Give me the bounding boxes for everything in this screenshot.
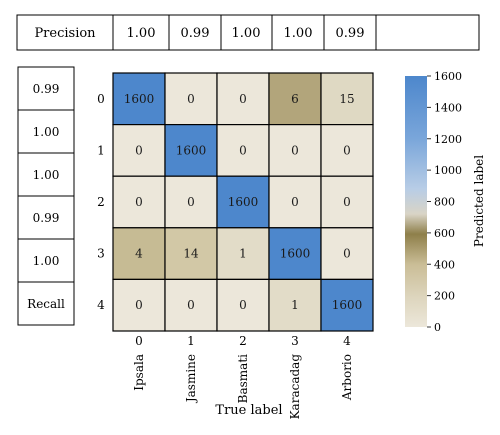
column-category-label: Arborio <box>340 354 354 401</box>
heatmap-cell-value: 4 <box>135 247 143 261</box>
precision-table: Precision 1.00 0.99 1.00 1.00 0.99 <box>16 14 480 51</box>
heatmap-cell <box>320 123 374 177</box>
heatmap-cell <box>268 123 322 177</box>
heatmap-cell <box>216 123 270 177</box>
colorbar-tick-label: 1400 <box>434 101 462 114</box>
heatmap-cell-value: 6 <box>291 92 299 106</box>
heatmap-cell-value: 1600 <box>332 298 363 312</box>
recall-value: 1.00 <box>33 125 60 139</box>
heatmap-cell-value: 1600 <box>228 195 259 209</box>
heatmap-cell-value: 0 <box>343 143 351 157</box>
heatmap-cell-value: 1600 <box>176 143 207 157</box>
column-category-label: Jasmine <box>184 354 198 404</box>
row-tick-labels: 0 1 2 3 4 <box>97 92 105 312</box>
x-axis-label: True label <box>215 403 282 418</box>
column-tick-labels: 0 1 2 3 4 <box>135 334 351 348</box>
heatmap-cell-value: 0 <box>135 298 143 312</box>
precision-label: Precision <box>34 26 96 41</box>
colorbar-ticks: 0 200 400 600 800 1000 1200 1400 1600 <box>427 70 462 334</box>
heatmap-cell <box>164 227 218 281</box>
row-tick-label: 3 <box>97 247 105 261</box>
heatmap-cell <box>216 278 270 332</box>
precision-value: 1.00 <box>232 26 261 41</box>
row-tick-label: 2 <box>97 195 105 209</box>
heatmap-value-labels: 1600 0 0 6 15 0 1600 0 0 0 0 0 1600 0 0 4 14 1 1600 0 0 0 0 1 16… <box>124 92 363 312</box>
heatmap-cell <box>268 227 322 281</box>
heatmap-cell <box>268 175 322 229</box>
heatmap-cell-value: 15 <box>339 92 354 106</box>
column-tick-label: 0 <box>135 334 143 348</box>
heatmap-cell-value: 14 <box>183 247 199 261</box>
recall-value: 0.99 <box>33 82 60 96</box>
heatmap-cell <box>320 72 374 126</box>
heatmap-cell-value: 1 <box>239 247 247 261</box>
heatmap-cell-value: 0 <box>239 143 247 157</box>
precision-value: 1.00 <box>284 26 313 41</box>
colorbar-tick-label: 1200 <box>434 133 462 146</box>
colorbar-gradient <box>405 76 427 327</box>
colorbar-tick-label: 600 <box>434 227 455 240</box>
heatmap-cell-value: 0 <box>135 143 143 157</box>
recall-table: 0.99 1.00 1.00 0.99 1.00 Recall <box>17 66 75 326</box>
recall-label: Recall <box>27 297 65 311</box>
heatmap-cell-value: 0 <box>291 195 299 209</box>
precision-value: 0.99 <box>181 26 210 41</box>
colorbar-tick-label: 0 <box>434 321 441 334</box>
heatmap-cell <box>268 72 322 126</box>
row-tick-label: 0 <box>97 92 105 106</box>
colorbar-tick-label: 200 <box>434 290 455 303</box>
colorbar: 0 200 400 600 800 1000 1200 1400 1600 Predicted … <box>405 70 486 334</box>
heatmap-cell-value: 1600 <box>124 92 155 106</box>
recall-value: 1.00 <box>33 254 60 268</box>
column-category-label: Basmati <box>236 354 250 403</box>
heatmap-cell-value: 1 <box>291 298 299 312</box>
heatmap-cell <box>216 227 270 281</box>
heatmap-cell <box>112 278 166 332</box>
colorbar-tick-label: 1000 <box>434 164 462 177</box>
heatmap-cell <box>268 278 322 332</box>
heatmap-cell-value: 0 <box>343 195 351 209</box>
row-tick-label: 1 <box>97 143 105 157</box>
heatmap-cell-value: 0 <box>187 195 195 209</box>
recall-value: 0.99 <box>33 211 60 225</box>
column-category-labels: Ipsala Jasmine Basmati Karacadag Arborio <box>132 354 354 420</box>
colorbar-tick-label: 400 <box>434 258 455 271</box>
column-category-label: Karacadag <box>288 354 302 420</box>
column-category-label: Ipsala <box>132 354 146 391</box>
precision-value: 1.00 <box>127 26 156 41</box>
heatmap-cell-value: 1600 <box>280 247 311 261</box>
column-tick-label: 2 <box>239 334 247 348</box>
colorbar-label: Predicted label <box>472 155 486 247</box>
heatmap-cell-value: 0 <box>187 92 195 106</box>
colorbar-tick-label: 800 <box>434 196 455 209</box>
colorbar-tick-label: 1600 <box>434 70 462 83</box>
heatmap-cell-value: 0 <box>291 143 299 157</box>
heatmap-cell <box>216 175 270 229</box>
heatmap-cells <box>112 72 374 332</box>
column-tick-label: 1 <box>187 334 195 348</box>
row-tick-label: 4 <box>97 298 105 312</box>
heatmap-cell <box>320 278 374 332</box>
heatmap-cell-value: 0 <box>187 298 195 312</box>
recall-value: 1.00 <box>33 168 60 182</box>
heatmap-cell <box>112 175 166 229</box>
column-tick-label: 4 <box>343 334 351 348</box>
heatmap-cell-value: 0 <box>135 195 143 209</box>
heatmap-cell <box>164 123 218 177</box>
precision-value: 0.99 <box>336 26 365 41</box>
column-tick-label: 3 <box>291 334 299 348</box>
heatmap-cell <box>320 227 374 281</box>
heatmap-cell-value: 0 <box>239 92 247 106</box>
heatmap-cell <box>320 175 374 229</box>
heatmap-cell-value: 0 <box>343 247 351 261</box>
heatmap-cell <box>164 72 218 126</box>
heatmap-cell <box>216 72 270 126</box>
heatmap-cell <box>164 278 218 332</box>
heatmap-cell-value: 0 <box>239 298 247 312</box>
heatmap-cell <box>164 175 218 229</box>
